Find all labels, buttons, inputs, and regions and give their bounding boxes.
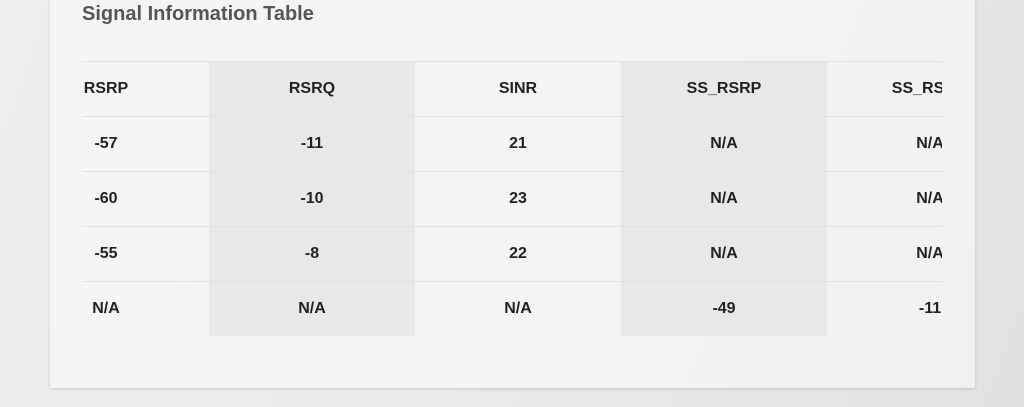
table-cell: N/A [621,116,827,172]
table-cell: -11 [827,281,942,336]
card-title: Signal Information Table [82,3,314,25]
header-ss-rsrp: SS_RSRP [621,61,827,117]
table-row: -57 -11 21 N/A N/A [82,116,942,172]
header-ss-rsrq: SS_RSRQ [827,61,942,117]
table-cell: 21 [415,116,621,172]
table-cell: -8 [209,226,415,282]
table-cell: N/A [827,226,942,282]
table-cell: N/A [415,281,621,336]
table-header-row: RSRP RSRQ SINR SS_RSRP SS_RSRQ [82,61,942,117]
table-row: -55 -8 22 N/A N/A [82,226,942,282]
table-scroll-container[interactable]: RSRP RSRQ SINR SS_RSRP SS_RSRQ -57-1121N… [82,61,942,341]
table-cell: -60 [82,171,209,227]
table-cell: -11 [209,116,415,172]
table-cell: 22 [415,226,621,282]
header-rsrq: RSRQ [209,61,415,117]
table-cell: -49 [621,281,827,336]
table-cell: N/A [209,281,415,336]
table-cell: 23 [415,171,621,227]
table-cell: N/A [827,171,942,227]
table-cell: N/A [621,171,827,227]
table-cell: -10 [209,171,415,227]
header-sinr: SINR [415,61,621,117]
table-cell: N/A [82,281,209,336]
table-cell: -57 [82,116,209,172]
table-cell: N/A [827,116,942,172]
signal-info-card: Signal Information Table RSRP RSRQ SINR … [50,0,975,388]
table-cell: N/A [621,226,827,282]
signal-table: RSRP RSRQ SINR SS_RSRP SS_RSRQ -57-1121N… [82,61,942,336]
table-row: -60 -10 23 N/A N/A [82,171,942,227]
table-row: N/A N/A N/A -49 -11 [82,281,942,336]
table-cell: -55 [82,226,209,282]
header-rsrp: RSRP [82,61,209,117]
